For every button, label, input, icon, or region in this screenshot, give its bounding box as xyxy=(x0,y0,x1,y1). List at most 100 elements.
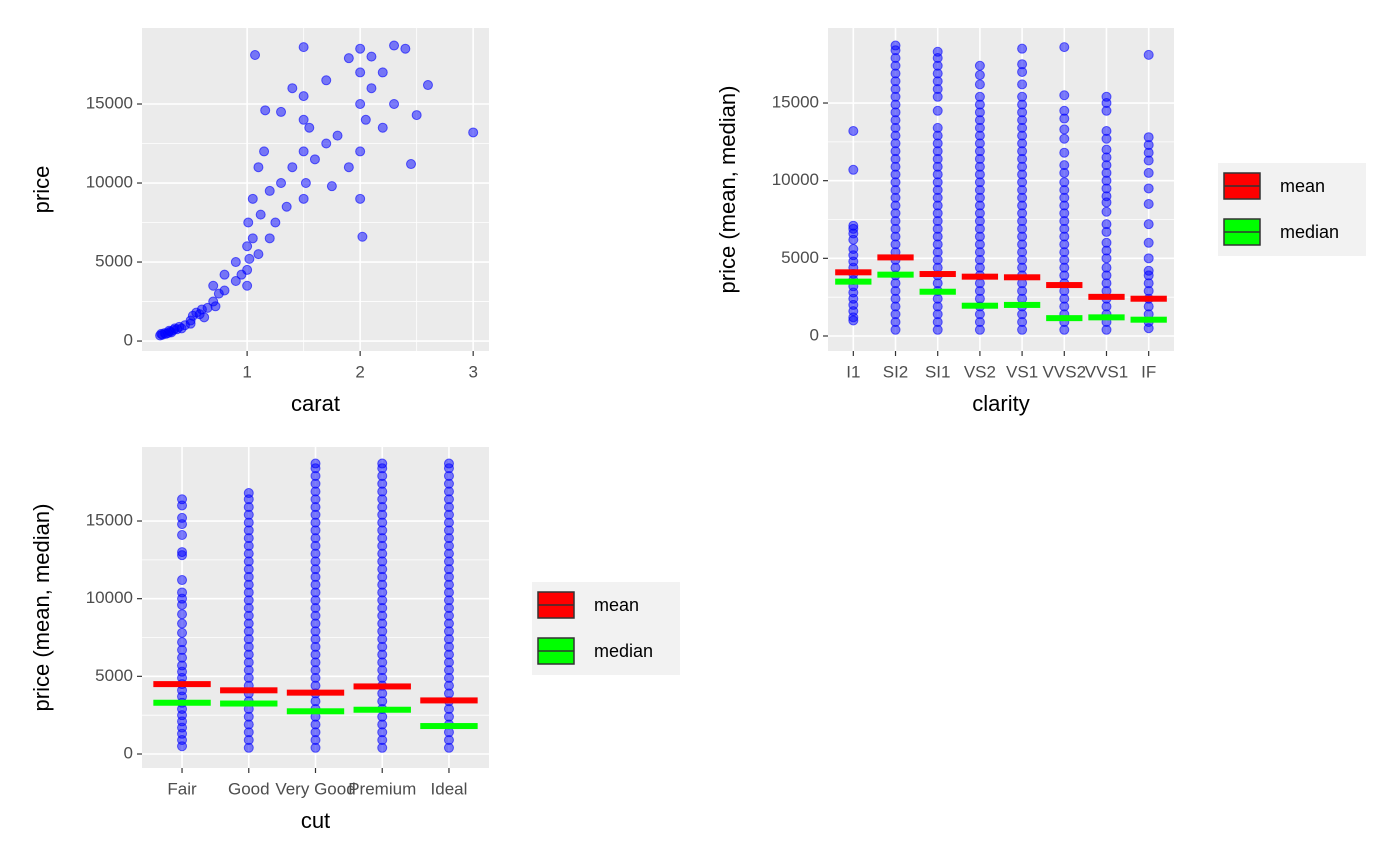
point xyxy=(177,609,188,620)
point xyxy=(1017,91,1028,102)
legend-label: median xyxy=(594,641,653,661)
summary-bar xyxy=(286,689,345,696)
point xyxy=(298,114,309,125)
summary-bar xyxy=(353,706,411,713)
summary-bar xyxy=(877,254,914,261)
point xyxy=(1143,219,1154,230)
point xyxy=(298,193,309,204)
point xyxy=(932,46,943,57)
x-tick-label: VVS2 xyxy=(1043,362,1086,381)
point xyxy=(208,280,219,291)
plot-background xyxy=(828,28,1174,351)
summary-bar xyxy=(919,288,956,295)
x-tick-label: IF xyxy=(1141,362,1156,381)
summary-bar xyxy=(286,708,345,715)
legend-label: median xyxy=(1280,222,1339,242)
point xyxy=(355,67,366,78)
summary-bar xyxy=(1088,314,1125,321)
point xyxy=(210,301,221,312)
point xyxy=(1059,160,1070,171)
y-tick-label: 0 xyxy=(124,743,133,762)
point xyxy=(321,75,332,86)
point xyxy=(177,618,188,629)
point xyxy=(1059,177,1070,188)
summary-bar xyxy=(220,687,278,694)
summary-bar xyxy=(420,723,478,730)
point xyxy=(298,42,309,53)
point xyxy=(264,185,275,196)
point xyxy=(343,53,354,64)
point xyxy=(298,91,309,102)
point xyxy=(247,193,258,204)
point xyxy=(250,50,261,61)
point xyxy=(400,43,411,54)
point xyxy=(177,575,188,586)
point xyxy=(389,99,400,110)
point xyxy=(177,627,188,638)
point xyxy=(355,43,366,54)
point xyxy=(1143,132,1154,143)
point xyxy=(287,162,298,173)
point xyxy=(355,193,366,204)
point xyxy=(932,122,943,133)
point xyxy=(848,125,859,136)
x-tick-label: I1 xyxy=(846,362,860,381)
point xyxy=(1143,253,1154,264)
summary-bar xyxy=(919,271,956,278)
point xyxy=(177,512,188,523)
point xyxy=(177,529,188,540)
summary-bar xyxy=(877,271,914,278)
summary-bar xyxy=(1003,301,1041,308)
point xyxy=(1059,133,1070,144)
point xyxy=(247,233,258,244)
point xyxy=(1059,105,1070,116)
summary-bar xyxy=(835,269,872,276)
point xyxy=(253,249,264,260)
point xyxy=(276,106,287,117)
x-tick-label: VS2 xyxy=(964,362,996,381)
point xyxy=(219,285,230,296)
x-tick-label: Very Good xyxy=(275,779,355,798)
summary-bar xyxy=(1046,315,1083,322)
summary-bar xyxy=(353,683,411,690)
point xyxy=(366,83,377,94)
point xyxy=(1143,49,1154,60)
point xyxy=(264,233,275,244)
point xyxy=(300,178,311,189)
point xyxy=(1101,262,1112,273)
point xyxy=(343,162,354,173)
point xyxy=(270,217,281,228)
legend-label: mean xyxy=(594,595,639,615)
point xyxy=(377,122,388,133)
point xyxy=(1059,90,1070,101)
summary-bar xyxy=(153,681,211,688)
point xyxy=(422,80,433,91)
point xyxy=(1017,79,1028,90)
point xyxy=(411,110,422,121)
point xyxy=(974,70,985,81)
point xyxy=(242,280,253,291)
point xyxy=(890,40,901,51)
point xyxy=(243,217,254,228)
point xyxy=(355,146,366,157)
x-tick-label: VS1 xyxy=(1006,362,1038,381)
panel: 0 5000 10000 15000 clarity price (mean, media… xyxy=(715,28,1366,416)
point xyxy=(1101,144,1112,155)
point xyxy=(230,257,241,268)
point xyxy=(1101,219,1112,230)
point xyxy=(332,130,343,141)
summary-bar xyxy=(1130,316,1167,323)
x-axis-title: cut xyxy=(301,808,330,833)
point xyxy=(177,547,188,558)
point xyxy=(259,146,270,157)
y-tick-label: 15000 xyxy=(86,510,133,529)
y-tick-label: 5000 xyxy=(781,248,819,267)
x-tick-label: 3 xyxy=(468,362,477,381)
y-tick-label: 0 xyxy=(810,325,819,344)
point xyxy=(443,458,454,469)
summary-bar xyxy=(1003,274,1041,281)
x-tick-label: Ideal xyxy=(431,779,468,798)
x-tick-label: Fair xyxy=(167,779,197,798)
point xyxy=(177,637,188,648)
